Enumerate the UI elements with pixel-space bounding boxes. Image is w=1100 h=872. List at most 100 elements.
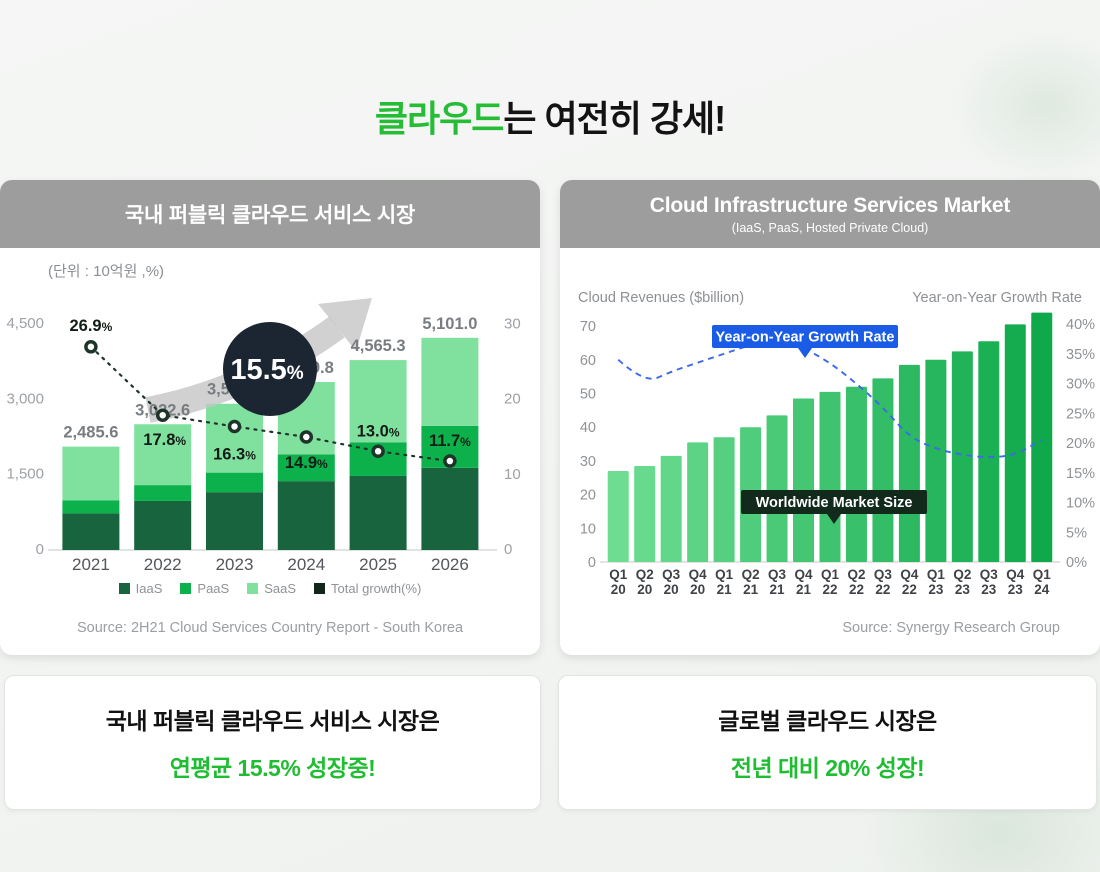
korea-callout-line2: 연평균 15.5% 성장중!	[169, 755, 376, 781]
svg-text:50: 50	[580, 387, 596, 403]
korea-callout-card: 국내 퍼블릭 클라우드 서비스 시장은 연평균 15.5% 성장중!	[4, 675, 541, 810]
svg-text:70: 70	[580, 319, 596, 335]
global-chart-body: Cloud Revenues ($billion) Year-on-Year Gr…	[560, 248, 1100, 655]
svg-text:30: 30	[580, 454, 596, 470]
svg-text:0: 0	[504, 541, 512, 558]
svg-text:2021: 2021	[72, 555, 110, 574]
svg-text:2,485.6: 2,485.6	[63, 424, 118, 442]
global-chart-subtitle: (IaaS, PaaS, Hosted Private Cloud)	[731, 220, 929, 235]
svg-text:40: 40	[580, 420, 596, 436]
svg-text:20: 20	[580, 488, 596, 504]
legend-label: SaaS	[264, 581, 297, 596]
svg-text:40%: 40%	[1066, 317, 1095, 333]
legend-swatch	[118, 583, 130, 594]
svg-text:0: 0	[588, 555, 596, 571]
svg-text:23: 23	[981, 582, 997, 597]
global-callout-card: 글로벌 클라우드 시장은 전년 대비 20% 성장!	[558, 675, 1097, 810]
legend-item: PaaS	[180, 581, 229, 596]
page-title-highlight: 클라우드	[374, 98, 504, 139]
svg-text:Q3: Q3	[768, 567, 787, 582]
svg-text:22: 22	[902, 582, 917, 597]
global-chart-svg: Cloud Revenues ($billion) Year-on-Year Gr…	[578, 290, 1095, 597]
svg-text:Q4: Q4	[689, 567, 708, 582]
korea-chart-svg: 01,5003,0004,50001020302,485.63,022.63,5…	[6, 298, 521, 574]
global-chart-card: Cloud Infrastructure Services Market (Ia…	[560, 180, 1100, 655]
svg-text:Year-on-Year Growth Rate: Year-on-Year Growth Rate	[912, 290, 1082, 306]
korea-chart-card: 국내 퍼블릭 클라우드 서비스 시장 (단위 : 10억원 ,%) 0 1,500…	[0, 180, 540, 655]
svg-text:Q1: Q1	[927, 567, 946, 582]
svg-text:5%: 5%	[1066, 525, 1087, 541]
svg-text:17.8%: 17.8%	[143, 431, 186, 449]
svg-text:21: 21	[743, 582, 759, 597]
svg-text:Q1: Q1	[821, 567, 840, 582]
svg-text:22: 22	[822, 582, 837, 597]
korea-chart-header: 국내 퍼블릭 클라우드 서비스 시장	[0, 180, 540, 248]
svg-text:16.3%: 16.3%	[213, 445, 256, 463]
korea-chart-title: 국내 퍼블릭 클라우드 서비스 시장	[124, 204, 416, 227]
svg-text:0%: 0%	[1066, 555, 1087, 571]
legend-item: IaaS	[118, 581, 163, 596]
legend-label: IaaS	[135, 581, 163, 596]
svg-text:21: 21	[796, 582, 812, 597]
svg-text:Year-on-Year Growth Rate: Year-on-Year Growth Rate	[716, 330, 895, 346]
global-callout-line2: 전년 대비 20% 성장!	[730, 755, 925, 781]
svg-text:Q4: Q4	[1006, 567, 1025, 582]
korea-chart-source: Source: 2H21 Cloud Services Country Repo…	[76, 620, 464, 636]
svg-text:2023: 2023	[216, 555, 254, 574]
global-chart-title: Cloud Infrastructure Services Market	[649, 193, 1011, 217]
svg-text:13.0%: 13.0%	[357, 422, 400, 440]
svg-text:10: 10	[580, 521, 596, 537]
svg-text:Q2: Q2	[742, 567, 760, 582]
legend-item: Total growth(%)	[314, 581, 421, 596]
svg-text:20: 20	[611, 582, 626, 597]
svg-text:23: 23	[928, 582, 944, 597]
svg-text:23: 23	[1008, 582, 1024, 597]
svg-text:20: 20	[664, 582, 679, 597]
svg-text:30%: 30%	[1066, 377, 1095, 393]
svg-text:4,500: 4,500	[6, 315, 44, 332]
page-title: 클라우드는 여전히 강세!	[0, 90, 1100, 142]
svg-text:Q4: Q4	[900, 567, 919, 582]
svg-text:21: 21	[770, 582, 786, 597]
page-title-rest: 는 여전히 강세!	[503, 98, 726, 139]
svg-text:Q3: Q3	[662, 567, 681, 582]
svg-text:Q4: Q4	[795, 567, 814, 582]
svg-text:14.9%: 14.9%	[285, 454, 328, 472]
global-chart-header: Cloud Infrastructure Services Market (Ia…	[560, 180, 1100, 248]
svg-text:2026: 2026	[431, 555, 469, 574]
legend-swatch	[314, 583, 326, 594]
svg-text:25%: 25%	[1066, 406, 1095, 422]
svg-text:2024: 2024	[287, 555, 325, 574]
svg-text:10: 10	[504, 466, 521, 483]
svg-text:Q1: Q1	[609, 567, 628, 582]
svg-text:35%: 35%	[1066, 347, 1095, 363]
korea-callout-line1: 국내 퍼블릭 클라우드 서비스 시장은	[105, 708, 440, 734]
global-callout-line1: 글로벌 클라우드 시장은	[718, 708, 937, 734]
svg-text:4,565.3: 4,565.3	[351, 337, 406, 355]
svg-text:60: 60	[580, 353, 596, 369]
svg-text:10%: 10%	[1066, 496, 1095, 512]
svg-text:Worldwide Market Size: Worldwide Market Size	[756, 495, 913, 511]
legend-swatch	[180, 583, 192, 594]
svg-text:20: 20	[690, 582, 705, 597]
svg-text:Q2: Q2	[636, 567, 654, 582]
korea-chart-body: (단위 : 10억원 ,%) 0 1,500 3,000 4,500 0 10 20 30 2,…	[0, 248, 540, 655]
svg-text:Q1: Q1	[715, 567, 734, 582]
global-chart-source: Source: Synergy Research Group	[842, 620, 1060, 636]
svg-text:2022: 2022	[144, 555, 182, 574]
legend-label: Total growth(%)	[331, 581, 422, 596]
svg-text:Q2: Q2	[953, 567, 971, 582]
svg-text:5,101.0: 5,101.0	[422, 315, 477, 333]
svg-text:20: 20	[637, 582, 652, 597]
korea-unit-note: (단위 : 10억원 ,%)	[48, 263, 165, 280]
svg-text:Cloud Revenues ($billion): Cloud Revenues ($billion)	[578, 290, 744, 306]
svg-text:Q3: Q3	[980, 567, 999, 582]
svg-text:22: 22	[849, 582, 864, 597]
svg-text:Q1: Q1	[1033, 567, 1052, 582]
svg-text:20: 20	[504, 391, 521, 408]
svg-text:2025: 2025	[359, 555, 397, 574]
svg-text:11.7%: 11.7%	[429, 432, 471, 450]
svg-text:0: 0	[36, 541, 44, 558]
legend-item: SaaS	[247, 581, 296, 596]
